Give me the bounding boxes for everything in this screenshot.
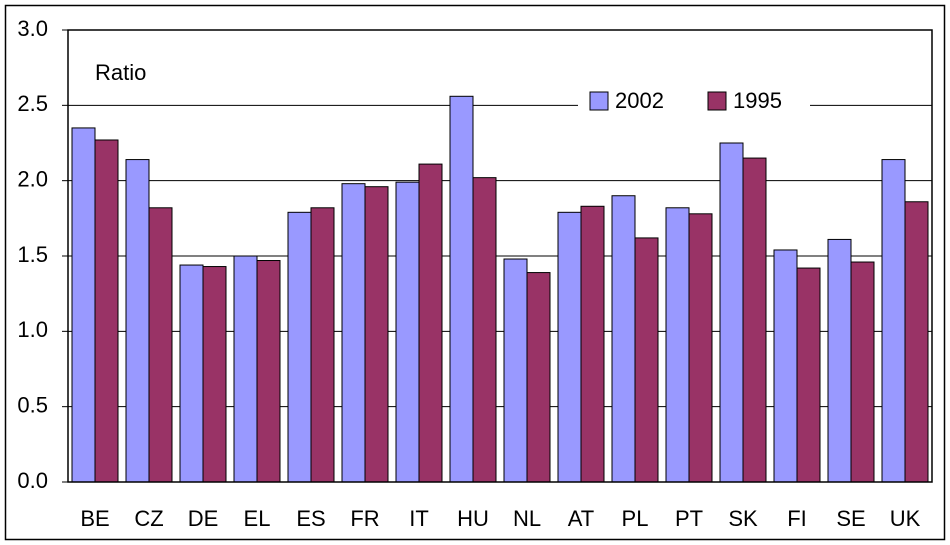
- x-tick-label: BE: [80, 506, 109, 531]
- bar: [449, 95, 474, 483]
- bar: [503, 258, 528, 483]
- bar: [526, 272, 551, 483]
- bar: [256, 260, 281, 483]
- x-tick-label: IT: [409, 506, 429, 531]
- y-tick-label: 0.5: [17, 392, 48, 417]
- x-tick-label: UK: [890, 506, 921, 531]
- bar: [71, 127, 96, 483]
- bar: [796, 267, 821, 483]
- x-tick-label: NL: [513, 506, 541, 531]
- bar: [881, 159, 906, 483]
- bar: [364, 186, 389, 483]
- plot-frame: [67, 29, 933, 483]
- x-tick-label: PT: [675, 506, 703, 531]
- x-tick-label: AT: [568, 506, 594, 531]
- bar: [688, 213, 713, 483]
- legend-swatch: [589, 91, 609, 111]
- y-tick-label: 0.0: [17, 468, 48, 493]
- bar: [580, 205, 605, 483]
- bar: [125, 159, 150, 483]
- legend-box: [578, 86, 810, 118]
- bar: [742, 157, 767, 483]
- bar: [557, 211, 582, 483]
- bar: [634, 237, 659, 483]
- bar: [611, 195, 636, 483]
- x-tick-label: CZ: [134, 506, 163, 531]
- bar: [310, 207, 335, 483]
- y-tick-label: 2.0: [17, 166, 48, 191]
- bar: [850, 261, 875, 483]
- bar: [148, 207, 173, 483]
- bar: [395, 181, 420, 483]
- bar: [202, 266, 227, 483]
- legend-swatch: [707, 91, 727, 111]
- legend-label: 1995: [733, 88, 782, 113]
- bar: [472, 177, 497, 483]
- bar: [179, 264, 204, 483]
- x-tick-label: HU: [457, 506, 489, 531]
- bars: [71, 95, 929, 483]
- bar: [665, 207, 690, 483]
- y-axis-label: Ratio: [95, 60, 146, 85]
- x-tick-label: FR: [350, 506, 379, 531]
- legend-label: 2002: [615, 88, 664, 113]
- y-tick-label: 1.0: [17, 317, 48, 342]
- y-tick-label: 1.5: [17, 242, 48, 267]
- legend: 2002 1995: [578, 86, 810, 118]
- x-tick-label: EL: [244, 506, 271, 531]
- bar: [341, 183, 366, 483]
- x-tick-label: ES: [296, 506, 325, 531]
- x-tick-label: SK: [728, 506, 758, 531]
- x-tick-label: FI: [787, 506, 807, 531]
- x-tick-label: PL: [622, 506, 649, 531]
- bar: [94, 139, 119, 483]
- bar: [773, 249, 798, 483]
- bar: [287, 211, 312, 483]
- bar: [418, 163, 443, 483]
- y-tick-label: 2.5: [17, 91, 48, 116]
- bar: [233, 255, 258, 483]
- bar: [719, 142, 744, 483]
- y-tick-label: 3.0: [17, 16, 48, 41]
- x-tick-label: DE: [188, 506, 219, 531]
- bar: [827, 238, 852, 483]
- bar: [904, 201, 929, 483]
- x-tick-label: SE: [836, 506, 865, 531]
